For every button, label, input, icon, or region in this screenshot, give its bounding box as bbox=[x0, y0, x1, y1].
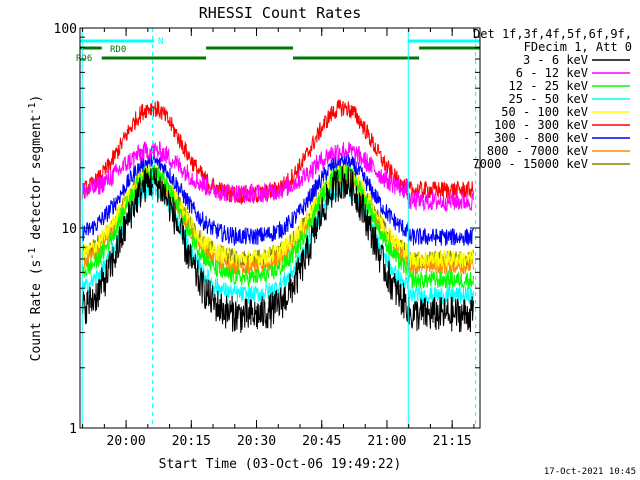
legend-entry-label: 12 - 25 keV bbox=[509, 79, 588, 93]
x-axis-label: Start Time (03-Oct-06 19:49:22) bbox=[159, 457, 402, 472]
legend: Det 1f,3f,4f,5f,6f,9f, FDecim 1, Att 0 3… bbox=[472, 27, 632, 171]
y-axis-label-sup2: -1 bbox=[27, 102, 38, 114]
x-tick-label: 20:30 bbox=[237, 434, 276, 449]
x-axis-ticks: 20:00 20:15 20:30 20:45 21:00 21:15 bbox=[82, 28, 475, 449]
legend-entry-label: 300 - 800 keV bbox=[494, 131, 588, 145]
y-axis-label-main: Count Rate (s bbox=[29, 260, 44, 362]
flag-bar-label: RD0 bbox=[110, 45, 126, 55]
y-axis-label-mid: detector segment bbox=[29, 115, 44, 248]
y-tick-label: 1 bbox=[69, 422, 77, 437]
y-tick-label: 100 bbox=[54, 22, 77, 37]
x-tick-label: 20:15 bbox=[172, 434, 211, 449]
legend-entry-label: 800 - 7000 keV bbox=[487, 144, 588, 158]
legend-entry-label: 3 - 6 keV bbox=[523, 53, 588, 67]
x-tick-label: 21:15 bbox=[433, 434, 472, 449]
y-axis-ticks: 100 10 1 bbox=[54, 22, 480, 437]
x-tick-label: 20:45 bbox=[302, 434, 341, 449]
x-tick-label: 20:00 bbox=[107, 434, 146, 449]
legend-header-1: Det 1f,3f,4f,5f,6f,9f, bbox=[473, 27, 632, 41]
legend-entry-label: 50 - 100 keV bbox=[501, 105, 588, 119]
footer-timestamp: 17-Oct-2021 10:45 bbox=[544, 467, 636, 477]
y-axis-label: Count Rate (s-1 detector segment-1) bbox=[27, 95, 44, 362]
legend-entry-label: 7000 - 15000 keV bbox=[472, 157, 588, 171]
y-axis-label-end: ) bbox=[29, 95, 44, 103]
y-axis-label-sup1: -1 bbox=[27, 248, 38, 260]
legend-entry-label: 25 - 50 keV bbox=[509, 92, 588, 106]
legend-entry-label: 100 - 300 keV bbox=[494, 118, 588, 132]
series-lines bbox=[81, 99, 474, 333]
chart-title: RHESSI Count Rates bbox=[199, 4, 362, 22]
x-tick-label: 21:00 bbox=[367, 434, 406, 449]
legend-entry-label: 6 - 12 keV bbox=[516, 66, 588, 80]
legend-header-2: FDecim 1, Att 0 bbox=[524, 40, 632, 54]
y-tick-label: 10 bbox=[61, 222, 77, 237]
flag-bar-label: N bbox=[158, 37, 163, 47]
